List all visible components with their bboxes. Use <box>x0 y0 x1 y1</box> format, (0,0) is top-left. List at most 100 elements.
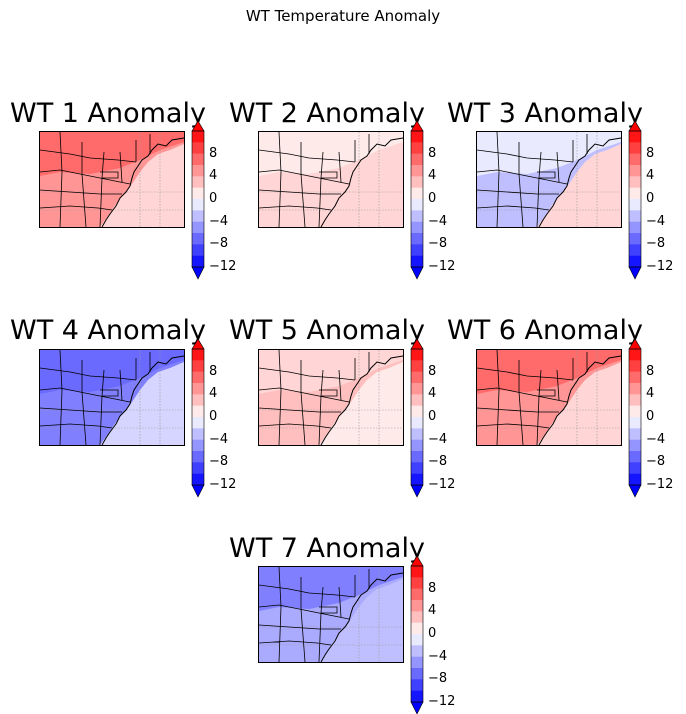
colorbar-segment <box>192 417 204 429</box>
colorbar-frame <box>628 130 642 268</box>
colorbar-segment <box>411 349 423 361</box>
colorbar-extend-min <box>410 701 424 714</box>
colorbar-segment <box>629 462 641 474</box>
colorbar-extend-max <box>628 338 642 350</box>
panel-title: WT 3 Anomaly <box>447 98 643 129</box>
colorbar-tick-label: −8 <box>428 236 448 252</box>
colorbar-segment <box>629 473 641 486</box>
panel-title: WT 2 Anomaly <box>229 98 425 129</box>
colorbar-segment <box>192 439 204 452</box>
colorbar-segment <box>192 221 204 234</box>
colorbar-tick-label: 0 <box>428 626 437 641</box>
colorbar-extend-max <box>191 120 205 132</box>
anomaly-map <box>39 131 185 228</box>
colorbar-segment <box>411 645 423 657</box>
colorbar-extend-min <box>410 266 424 280</box>
colorbar-segment <box>411 622 423 635</box>
colorbar-segment <box>411 394 423 406</box>
state-borders <box>40 132 151 227</box>
colorbar-tick-label: 0 <box>209 191 218 206</box>
colorbar-segment <box>192 131 204 143</box>
coastline <box>101 355 184 445</box>
colorbar-segment <box>411 187 423 200</box>
colorbar <box>410 338 424 498</box>
colorbar-extend-min <box>410 484 424 498</box>
colorbar-frame <box>410 565 424 703</box>
colorbar-tick-label: 8 <box>428 363 437 379</box>
colorbar-segment <box>192 142 204 154</box>
colorbar-segment <box>629 349 641 361</box>
colorbar-segment <box>411 473 423 486</box>
colorbar-tick-label: −8 <box>428 671 448 687</box>
colorbar-segment <box>629 187 641 200</box>
colorbar-segment <box>629 451 641 463</box>
colorbar-segment <box>629 383 641 395</box>
colorbar-segment <box>411 577 423 589</box>
colorbar-tick-label: −8 <box>646 236 666 252</box>
colorbar-segment <box>411 383 423 395</box>
colorbar-segment <box>411 210 423 222</box>
coastline <box>320 572 403 662</box>
colorbar-segment <box>411 690 423 703</box>
colorbar-segment <box>411 153 423 166</box>
state-borders <box>40 350 151 445</box>
colorbar-frame <box>410 348 424 486</box>
colorbar-tick-label: 8 <box>646 145 655 161</box>
colorbar-segment <box>629 142 641 154</box>
colorbar-segment <box>629 428 641 440</box>
colorbar-segment <box>192 371 204 384</box>
colorbar-segment <box>411 405 423 418</box>
state-borders <box>477 350 588 445</box>
colorbar-segment <box>629 360 641 372</box>
north-anomaly-field <box>40 132 184 176</box>
colorbar-segment <box>411 611 423 623</box>
colorbar-segment <box>411 679 423 691</box>
panel-title: WT 1 Anomaly <box>10 98 206 129</box>
colorbar <box>410 120 424 280</box>
colorbar-tick-label: −4 <box>428 213 448 229</box>
colorbar-segment <box>192 176 204 188</box>
colorbar-extend-min <box>628 266 642 280</box>
north-anomaly-field <box>259 132 403 176</box>
colorbar-segment <box>411 600 423 612</box>
colorbar-tick-label: −12 <box>428 477 456 492</box>
colorbar-segment <box>629 131 641 143</box>
colorbar-segment <box>192 165 204 177</box>
state-borders <box>477 132 588 227</box>
colorbar-tick-label: −12 <box>209 477 237 492</box>
colorbar-segment <box>411 199 423 211</box>
colorbar-tick-label: 4 <box>209 386 218 402</box>
colorbar-tick-label: −4 <box>428 648 448 664</box>
colorbar-segment <box>629 165 641 177</box>
colorbar-segment <box>411 165 423 177</box>
colorbar-tick-label: 4 <box>428 168 437 184</box>
panel-title: WT 7 Anomaly <box>229 533 425 564</box>
coastline <box>320 137 403 227</box>
colorbar-tick-label: 8 <box>209 363 218 379</box>
state-borders <box>259 132 370 227</box>
colorbar-extend-max <box>410 555 424 567</box>
colorbar-tick-label: −8 <box>209 454 229 470</box>
colorbar-segment <box>629 255 641 268</box>
colorbar-segment <box>411 244 423 256</box>
colorbar-segment <box>192 462 204 474</box>
colorbar-segment <box>411 588 423 601</box>
colorbar-segment <box>629 244 641 256</box>
colorbar-segment <box>192 473 204 486</box>
colorbar-segment <box>629 176 641 188</box>
colorbar-segment <box>629 405 641 418</box>
colorbar-segment <box>411 176 423 188</box>
colorbar-tick-label: −12 <box>646 477 674 492</box>
colorbar-frame <box>410 130 424 268</box>
colorbar-extend-min <box>191 266 205 280</box>
colorbar-tick-label: 0 <box>646 191 655 206</box>
colorbar-segment <box>192 244 204 256</box>
colorbar-tick-label: −12 <box>428 694 456 709</box>
colorbar <box>191 120 205 280</box>
colorbar-tick-label: 8 <box>209 145 218 161</box>
colorbar-segment <box>411 428 423 440</box>
colorbar-tick-label: −8 <box>428 454 448 470</box>
colorbar-segment <box>629 233 641 245</box>
colorbar-tick-label: −4 <box>646 213 666 229</box>
panel-title: WT 4 Anomaly <box>10 315 206 346</box>
